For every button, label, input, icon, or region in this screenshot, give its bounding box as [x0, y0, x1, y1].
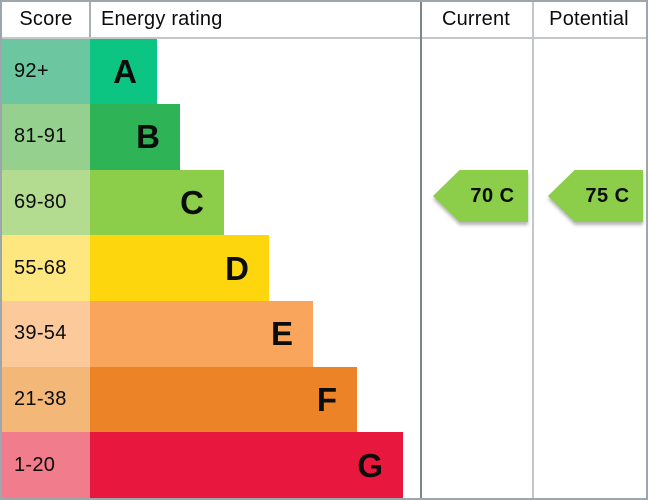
current-column-header: Current	[441, 8, 511, 30]
current-rating-value: 70 C	[433, 170, 528, 222]
band-bar: D	[90, 235, 269, 302]
band-score-range: 39-54	[2, 301, 90, 367]
band-row: 81-91 B	[2, 104, 646, 170]
band-bar: A	[90, 38, 157, 105]
band-score-range: 92+	[2, 38, 90, 105]
header-divider-line	[2, 37, 646, 39]
band-row: 1-20 G	[2, 432, 646, 498]
band-row: 55-68 D	[2, 235, 646, 302]
band-bar: C	[90, 169, 224, 236]
band-letter: A	[113, 52, 137, 90]
current-rating-arrow: 70 C	[433, 170, 528, 222]
band-bar: B	[90, 104, 180, 170]
band-score-range: 55-68	[2, 235, 90, 302]
band-row: 21-38 F	[2, 366, 646, 433]
band-bar: F	[90, 366, 357, 433]
band-score-range: 1-20	[2, 432, 90, 498]
band-row: 69-80 C	[2, 169, 646, 236]
score-column-divider	[89, 2, 91, 37]
potential-rating-value: 75 C	[548, 170, 643, 222]
potential-column-header: Potential	[549, 8, 629, 30]
potential-rating-arrow: 75 C	[548, 170, 643, 222]
band-bar: G	[90, 432, 403, 498]
band-letter: E	[270, 315, 293, 353]
chart-header: Score Energy rating Current Potential	[2, 2, 646, 37]
band-letter: F	[316, 381, 337, 419]
band-row: 39-54 E	[2, 301, 646, 367]
band-score-range: 81-91	[2, 104, 90, 170]
band-score-range: 69-80	[2, 169, 90, 236]
band-rows: 92+ A 81-91 B 69-80 C 55-68 D 39-54 E 21…	[2, 38, 646, 499]
band-score-range: 21-38	[2, 366, 90, 433]
band-row: 92+ A	[2, 38, 646, 105]
band-letter: B	[136, 118, 160, 156]
score-column-header: Score	[19, 8, 73, 30]
band-letter: G	[357, 446, 383, 484]
band-letter: D	[225, 249, 249, 287]
band-bar: E	[90, 301, 313, 367]
potential-column-divider	[532, 2, 534, 498]
energy-rating-column-header: Energy rating	[101, 8, 223, 30]
band-letter: C	[180, 184, 204, 222]
current-column-divider	[420, 2, 422, 498]
